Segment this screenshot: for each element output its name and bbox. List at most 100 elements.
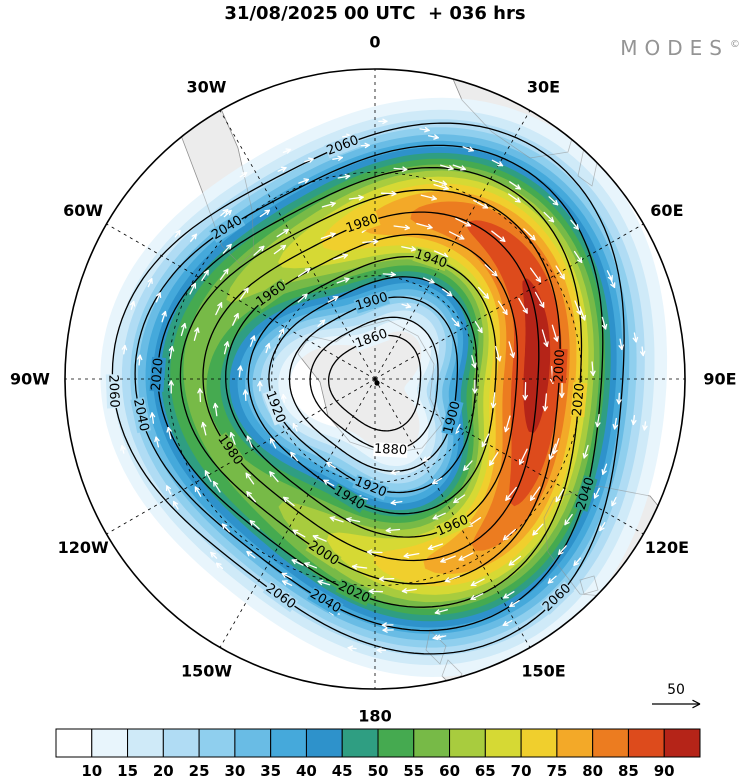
wind-arrow-head	[228, 209, 232, 216]
wind-arrow	[532, 523, 544, 536]
wind-arrow-head	[503, 426, 507, 433]
modes-logo: MODES©	[620, 36, 740, 60]
meridian-label-120E: 120E	[645, 538, 689, 557]
wind-arrow	[543, 211, 555, 223]
wind-arrow-head	[229, 243, 232, 250]
wind-arrow-head	[382, 627, 388, 631]
wind-arrow-head	[505, 495, 508, 501]
wind-arrow	[385, 528, 401, 532]
wind-arrow-head	[166, 485, 172, 490]
wind-arrow-head	[639, 351, 644, 357]
wind-arrow	[290, 451, 299, 462]
wind-arrow-head	[226, 268, 229, 275]
wind-arrow-head	[618, 345, 623, 351]
wind-arrow-head	[213, 481, 219, 485]
wind-arrow	[281, 572, 293, 579]
wind-arrow	[329, 516, 344, 523]
wind-arrow	[219, 268, 229, 281]
wind-arrow-head	[199, 388, 203, 394]
colorbar-tick-label: 80	[582, 762, 603, 780]
wind-arrow	[470, 578, 485, 587]
wind-arrow-head	[270, 437, 276, 442]
height-contour-2020	[157, 166, 583, 608]
wind-arrow-head	[364, 144, 370, 149]
wind-arrow	[618, 392, 620, 405]
colorbar-cell	[592, 728, 629, 758]
wind-arrow-head	[159, 292, 162, 299]
colorbar-cell	[484, 728, 522, 758]
wind-arrow-head	[304, 293, 308, 300]
wind-arrow	[427, 135, 439, 139]
wind-arrow-head	[427, 544, 433, 550]
wind-arrow-head	[390, 499, 396, 504]
wind-arrow	[401, 588, 417, 592]
wind-arrow-head	[329, 516, 336, 519]
wind-arrow	[259, 209, 271, 218]
wind-arrow-head	[502, 620, 507, 626]
wind-arrow	[519, 448, 528, 465]
wind-arrow	[633, 332, 637, 343]
wind-arrow-head	[496, 356, 501, 362]
colorbar-cell	[234, 728, 272, 758]
contour-label-gap	[330, 483, 368, 514]
contour-label-gap	[434, 512, 471, 540]
height-contours	[111, 122, 625, 655]
wind-arrow	[273, 244, 287, 255]
wind-arrow	[504, 415, 511, 433]
wind-arrow	[509, 181, 521, 190]
wind-arrow-head	[381, 622, 387, 626]
wind-arrow-head	[378, 576, 385, 580]
colorbar-tick-label: 70	[511, 762, 532, 780]
wind-arrow	[452, 164, 466, 170]
wind-arrow-head	[338, 156, 343, 161]
wind-arrow-head	[226, 341, 230, 347]
copyright-icon: ©	[730, 39, 740, 51]
wind-arrow-head	[282, 393, 287, 399]
colorbar-tick-label: 60	[439, 762, 460, 780]
meridian-label-0: 0	[369, 33, 380, 52]
wind-arrow-head	[542, 405, 546, 412]
wind-arrow-head	[443, 188, 449, 191]
wind-arrow-head	[509, 601, 513, 608]
wind-arrow	[462, 146, 474, 152]
wind-arrow	[291, 559, 304, 566]
wind-arrow-head	[292, 422, 298, 427]
wind-arrow	[641, 346, 644, 357]
wind-arrow-head	[432, 634, 438, 639]
reference-arrow-label: 50	[667, 682, 685, 698]
wind-arrow-head	[529, 495, 532, 501]
wind-arrow-head	[499, 239, 506, 242]
wind-arrow-head	[447, 168, 454, 171]
height-contour-2060	[111, 122, 625, 655]
meridian-label-30E: 30E	[527, 78, 560, 97]
wind-arrow-head	[210, 551, 216, 555]
wind-arrow	[173, 500, 179, 510]
wind-arrow	[455, 217, 471, 227]
wind-arrow	[497, 300, 508, 315]
wind-arrow-head	[460, 168, 466, 171]
wind-arrow	[444, 575, 460, 582]
wind-arrow-head	[178, 229, 181, 236]
wind-arrow	[312, 535, 327, 542]
wind-arrow	[553, 438, 560, 455]
colorbar-cell	[627, 728, 665, 758]
wind-arrow-head	[424, 129, 430, 133]
wind-arrow	[544, 393, 548, 412]
wind-arrow	[151, 412, 155, 424]
wind-arrow	[232, 313, 239, 326]
wind-arrow-head	[202, 421, 207, 427]
wind-arrow	[336, 278, 350, 284]
wind-arrow	[283, 496, 295, 507]
meridian-label-90E: 90E	[703, 370, 736, 389]
contour-label: 2020	[149, 357, 166, 391]
wind-arrow-head	[471, 363, 476, 369]
wind-arrow-head	[244, 389, 249, 395]
wind-arrow-head	[403, 552, 409, 557]
colorbar: 10 15 20 25 30 35 40 45 50 55 60 65 70 75 80 85 90	[55, 728, 701, 780]
wind-arrow-head	[470, 581, 475, 587]
wind-arrow	[453, 494, 466, 504]
wind-arrow	[282, 580, 293, 586]
wind-arrow	[297, 293, 308, 303]
wind-arrow	[222, 243, 232, 254]
